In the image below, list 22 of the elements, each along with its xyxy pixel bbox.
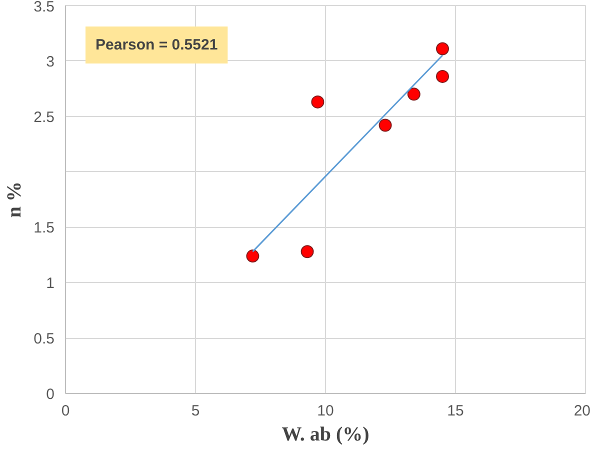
- point: [436, 70, 449, 83]
- y-tick-label: 0: [46, 386, 54, 403]
- point: [436, 42, 449, 56]
- point: [407, 88, 420, 101]
- point: [311, 95, 324, 108]
- point: [246, 250, 260, 263]
- y-tick-label: 1.5: [34, 220, 55, 237]
- x-tick-label: 10: [317, 402, 334, 420]
- x-axis-title: W. ab (%): [282, 424, 370, 446]
- annotation: Pearson = 0.5521: [96, 36, 218, 54]
- y-tick-label: 2.5: [34, 108, 55, 126]
- x-tick-label: 15: [447, 402, 464, 420]
- point: [378, 118, 392, 132]
- point: [300, 245, 314, 258]
- y-tick-label: 0.5: [34, 330, 55, 348]
- x-tick-label: 0: [61, 402, 70, 420]
- y-axis-title: n %: [4, 181, 26, 218]
- y-tick-label: 3.5: [34, 0, 55, 16]
- x-tick-label: 20: [574, 402, 591, 420]
- y-tick-label: 1: [46, 275, 54, 292]
- y-tick-label: 3: [46, 53, 54, 70]
- x-tick-label: 5: [191, 402, 200, 420]
